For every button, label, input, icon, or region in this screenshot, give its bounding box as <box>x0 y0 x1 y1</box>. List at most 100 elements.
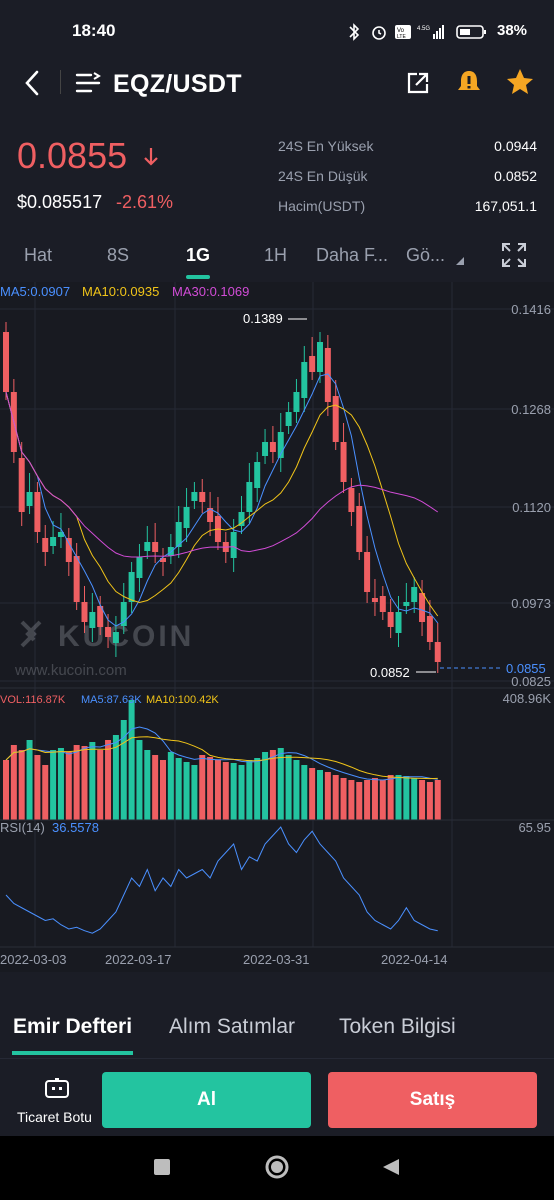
header-divider <box>60 70 61 94</box>
rsi-axis-label: 65.95 <box>518 820 551 835</box>
rsi-label: RSI(14) <box>0 820 45 835</box>
back-nav-icon[interactable] <box>381 1157 401 1177</box>
price-alert-bell-icon[interactable] <box>455 68 483 96</box>
volume-bar <box>246 760 253 820</box>
tab-order-book[interactable]: Emir Defteri <box>13 1015 133 1038</box>
x-axis-label: 2022-04-14 <box>381 952 448 967</box>
candle <box>387 612 394 627</box>
candlestick-chart[interactable]: KUCOIN www.kucoin.com MA5:0.0907 MA10:0.… <box>0 282 554 972</box>
volume-bar <box>403 776 410 820</box>
tab-token-info[interactable]: Token Bilgisi <box>339 1015 456 1038</box>
tab-line[interactable]: Hat <box>24 245 53 265</box>
trading-bot-label[interactable]: Ticaret Botu <box>17 1109 92 1125</box>
volume-bar <box>3 760 9 820</box>
volume-bar <box>293 760 300 820</box>
volume-bar <box>34 755 41 820</box>
candle <box>65 538 72 562</box>
volume-bar <box>371 778 378 820</box>
y-axis-label: 0.1120 <box>512 500 551 515</box>
chart-panel[interactable]: KUCOIN www.kucoin.com MA5:0.0907 MA10:0.… <box>0 282 554 972</box>
stat-label-high: 24S En Yüksek <box>278 138 374 154</box>
volume-bar <box>379 780 386 820</box>
ma5-label: MA5:0.0907 <box>0 284 70 299</box>
sell-button[interactable]: Satış <box>328 1072 537 1128</box>
candle <box>419 593 426 622</box>
volume-bar <box>340 778 347 820</box>
volume-bar <box>160 760 166 820</box>
volume-bar <box>89 742 96 820</box>
kucoin-logo-icon <box>20 620 42 648</box>
stat-label-low: 24S En Düşük <box>278 168 368 184</box>
candle <box>340 442 347 482</box>
battery-percent: 38% <box>497 22 528 39</box>
candle <box>26 492 33 506</box>
volume-bar <box>411 778 418 820</box>
candle <box>403 602 410 606</box>
volume-bar <box>97 750 104 820</box>
volume-bar <box>183 762 190 820</box>
candle <box>89 612 96 628</box>
candle <box>105 627 112 637</box>
volume-bar <box>434 780 441 820</box>
candle <box>73 556 80 602</box>
tab-1g[interactable]: 1G <box>186 245 211 265</box>
price-down-arrow-icon <box>144 148 158 166</box>
tab-trades[interactable]: Alım Satımlar <box>169 1015 296 1038</box>
back-arrow-icon[interactable] <box>20 70 46 96</box>
volume-bar <box>238 765 245 820</box>
candle <box>364 552 371 592</box>
volume-bar <box>136 740 143 820</box>
stat-value-volume: 167,051.1 <box>474 198 537 214</box>
candle <box>285 412 292 426</box>
candle <box>356 506 363 552</box>
volume-bar <box>175 758 182 820</box>
volume-bar <box>57 748 64 820</box>
candle <box>371 598 378 602</box>
recents-icon[interactable] <box>154 1159 170 1175</box>
active-tab-underline <box>186 275 210 279</box>
volume-bar <box>191 765 198 820</box>
pair-title[interactable]: EQZ/USDT <box>113 70 242 98</box>
ma-line-10 <box>5 391 439 617</box>
volume-bar <box>42 765 49 820</box>
candle <box>262 442 269 456</box>
fullscreen-icon[interactable] <box>501 242 527 268</box>
low-price-label: 0.0852 <box>370 665 410 680</box>
trading-bot-icon[interactable] <box>44 1077 70 1101</box>
tab-indicators[interactable]: Gö... <box>406 245 446 265</box>
volume-bar <box>324 772 331 820</box>
ma-line-5 <box>5 373 439 627</box>
candle <box>395 612 402 633</box>
volume-bar <box>222 762 229 820</box>
share-icon[interactable] <box>405 70 431 96</box>
buy-button[interactable]: Al <box>102 1072 311 1128</box>
tab-more[interactable]: Daha F... <box>316 245 389 265</box>
candle <box>18 458 25 512</box>
tab-1h[interactable]: 1H <box>264 245 288 265</box>
y-axis-label: 0.0825 <box>511 674 551 689</box>
tab-8s[interactable]: 8S <box>107 245 130 265</box>
volume-bar <box>18 750 25 820</box>
candle <box>34 492 41 532</box>
volume-bar <box>332 775 339 820</box>
menu-icon[interactable] <box>75 71 101 95</box>
candle <box>269 442 276 452</box>
home-icon[interactable] <box>264 1154 290 1180</box>
candle <box>309 356 316 372</box>
volume-bar <box>50 750 57 820</box>
candle <box>348 488 355 512</box>
candle <box>324 348 331 402</box>
volume-bar <box>387 775 394 820</box>
watermark: KUCOIN www.kucoin.com <box>14 620 191 679</box>
volume-bar <box>10 745 17 820</box>
volume-bar <box>207 757 214 820</box>
vol-ma5-label: MA5:87.63K <box>81 694 142 706</box>
usd-price: $0.085517 <box>17 192 103 212</box>
candle <box>199 492 206 502</box>
status-bar: 18:40 Vo LTE 4.5G 38% <box>0 0 554 62</box>
candle <box>144 542 151 551</box>
candle <box>50 537 57 546</box>
favorite-star-icon[interactable] <box>505 67 535 97</box>
stat-value-low: 0.0852 <box>494 168 537 184</box>
